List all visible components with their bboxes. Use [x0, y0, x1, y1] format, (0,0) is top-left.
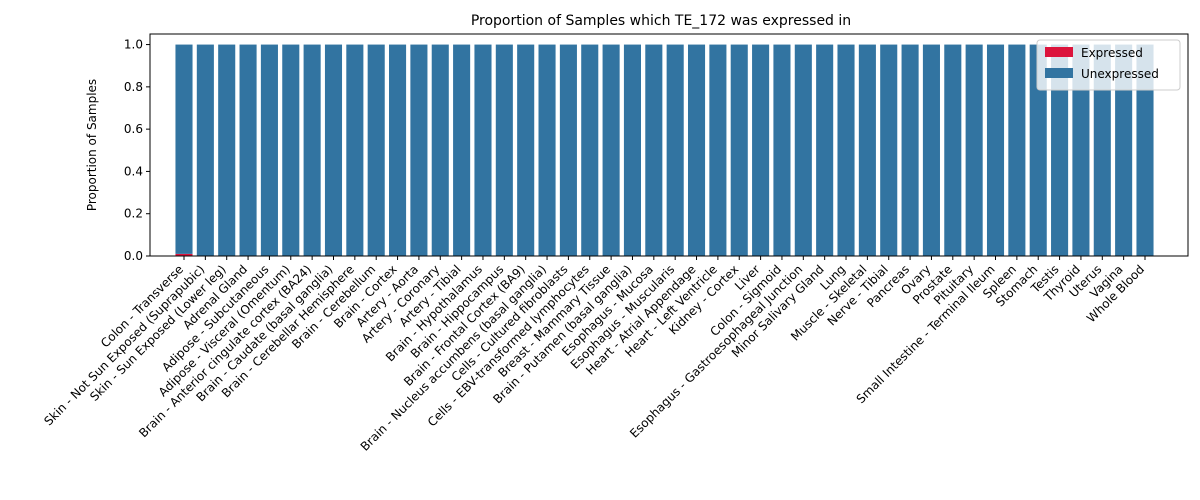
legend-swatch [1045, 47, 1073, 57]
bar-unexpressed [239, 44, 257, 256]
bars-group [175, 44, 1154, 256]
bar-unexpressed [260, 44, 278, 256]
bar-unexpressed [816, 44, 834, 256]
y-axis-label: Proportion of Samples [85, 79, 99, 211]
bar-unexpressed [282, 44, 300, 256]
bar-unexpressed [986, 44, 1005, 256]
plot-frame [149, 33, 1189, 257]
bar-unexpressed [752, 44, 770, 256]
bar-unexpressed [1072, 44, 1090, 256]
y-tick-label: 0.6 [124, 122, 143, 136]
bar-unexpressed [623, 44, 641, 256]
legend-label: Unexpressed [1081, 67, 1159, 81]
bar-unexpressed [367, 44, 385, 256]
y-tick-label: 0.2 [124, 207, 143, 221]
bar-unexpressed [730, 44, 748, 256]
bar-unexpressed [901, 44, 919, 256]
bar-unexpressed [453, 44, 471, 256]
bar-unexpressed [837, 44, 855, 256]
y-tick-label: 0.8 [124, 80, 143, 94]
bar-unexpressed [1093, 44, 1111, 256]
bar-unexpressed [495, 44, 513, 256]
bar-unexpressed [410, 44, 428, 256]
y-tick-label: 1.0 [124, 38, 143, 52]
bar-unexpressed [645, 44, 663, 256]
bar-unexpressed [431, 44, 449, 256]
bar-unexpressed [709, 44, 727, 256]
bar-unexpressed [175, 44, 193, 254]
bar-unexpressed [538, 44, 556, 256]
bar-unexpressed [346, 44, 364, 256]
legend-swatch [1045, 68, 1073, 78]
bar-unexpressed [922, 44, 940, 256]
bar-unexpressed [944, 44, 962, 256]
bar-unexpressed [880, 44, 898, 256]
bar-unexpressed [1136, 44, 1154, 256]
bar-unexpressed [858, 44, 876, 256]
bar-unexpressed [581, 44, 599, 256]
bar-unexpressed [389, 44, 407, 256]
y-tick-label: 0.4 [124, 164, 143, 178]
bar-unexpressed [218, 44, 236, 256]
bar-unexpressed [559, 44, 577, 256]
bar-unexpressed [1051, 44, 1069, 256]
bar-unexpressed [687, 44, 706, 256]
bar-unexpressed [773, 44, 791, 256]
legend-label: Expressed [1081, 46, 1143, 60]
bar-unexpressed [196, 44, 214, 256]
bar-unexpressed [324, 44, 343, 256]
bar-unexpressed [965, 44, 983, 256]
legend: Expressed Unexpressed [1036, 39, 1181, 91]
bar-unexpressed [303, 44, 321, 256]
bar-unexpressed [474, 44, 492, 256]
bar-unexpressed [1008, 44, 1026, 256]
y-tick-label: 0.0 [124, 249, 143, 263]
bar-unexpressed [794, 44, 812, 256]
bar-unexpressed [1029, 44, 1047, 256]
bar-unexpressed [517, 44, 535, 256]
bar-expressed [175, 253, 193, 256]
bar-unexpressed [602, 44, 620, 256]
bar-unexpressed [666, 44, 684, 256]
chart-title: Proportion of Samples which TE_172 was e… [471, 13, 851, 29]
bar-unexpressed [1115, 44, 1133, 256]
